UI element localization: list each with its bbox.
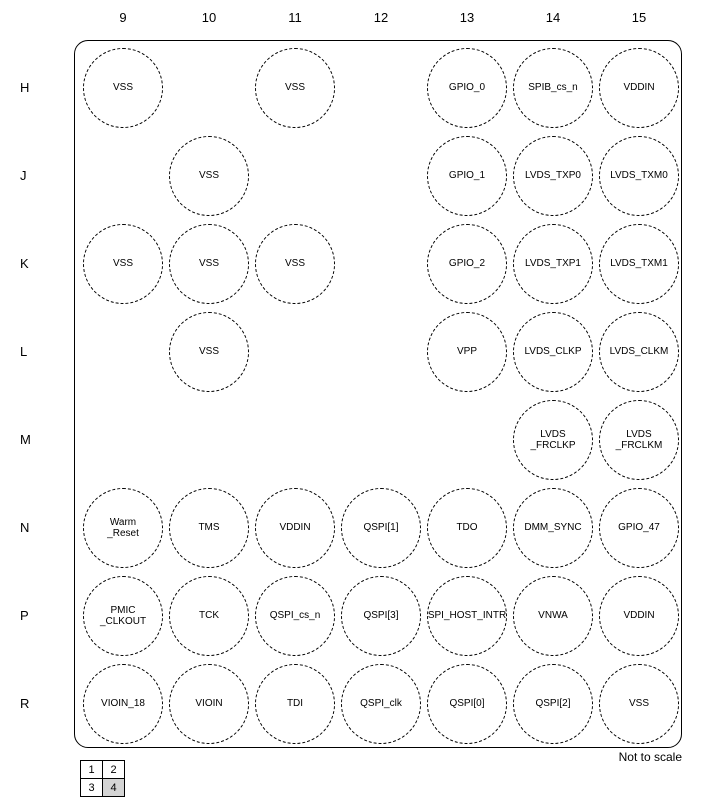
row-header: K (20, 220, 56, 308)
row-header: N (20, 484, 56, 572)
column-header: 12 (338, 0, 424, 36)
pin-H13: GPIO_0 (427, 48, 507, 128)
column-header: 10 (166, 0, 252, 36)
pin-J15: LVDS_TXM0 (599, 136, 679, 216)
pin-R10: VIOIN (169, 664, 249, 744)
pin-H14: SPIB_cs_n (513, 48, 593, 128)
pin-P15: VDDIN (599, 576, 679, 656)
pin-K13: GPIO_2 (427, 224, 507, 304)
pin-R11: TDI (255, 664, 335, 744)
pin-N14: DMM_SYNC (513, 488, 593, 568)
pin-J10: VSS (169, 136, 249, 216)
column-header: 13 (424, 0, 510, 36)
pin-P13: SPI_HOST_INTR (427, 576, 507, 656)
pin-H11: VSS (255, 48, 335, 128)
pin-R14: QSPI[2] (513, 664, 593, 744)
pin-R9: VIOIN_18 (83, 664, 163, 744)
pin-L14: LVDS_CLKP (513, 312, 593, 392)
row-header: L (20, 308, 56, 396)
pin-N13: TDO (427, 488, 507, 568)
pin-P10: TCK (169, 576, 249, 656)
pin-M15: LVDS_FRCLKM (599, 400, 679, 480)
row-header: H (20, 44, 56, 132)
row-header: M (20, 396, 56, 484)
pin-J13: GPIO_1 (427, 136, 507, 216)
pin-N10: TMS (169, 488, 249, 568)
pin-R15: VSS (599, 664, 679, 744)
quadrant-legend: 1234 (80, 760, 125, 797)
legend-cell: 3 (81, 779, 103, 797)
pin-P14: VNWA (513, 576, 593, 656)
pin-R13: QSPI[0] (427, 664, 507, 744)
pin-K10: VSS (169, 224, 249, 304)
pin-K15: LVDS_TXM1 (599, 224, 679, 304)
pin-H9: VSS (83, 48, 163, 128)
pin-K11: VSS (255, 224, 335, 304)
pin-M14: LVDS_FRCLKP (513, 400, 593, 480)
legend-cell: 4 (103, 779, 125, 797)
pin-K14: LVDS_TXP1 (513, 224, 593, 304)
column-header: 11 (252, 0, 338, 36)
row-header: R (20, 660, 56, 748)
pin-H15: VDDIN (599, 48, 679, 128)
row-header: P (20, 572, 56, 660)
pin-L15: LVDS_CLKM (599, 312, 679, 392)
pin-K9: VSS (83, 224, 163, 304)
legend-cell: 2 (103, 761, 125, 779)
pin-R12: QSPI_clk (341, 664, 421, 744)
pin-L10: VSS (169, 312, 249, 392)
pinout-diagram: 9101112131415HJKLMNPR VSSVSSGPIO_0SPIB_c… (0, 0, 701, 811)
pin-P11: QSPI_cs_n (255, 576, 335, 656)
scale-note: Not to scale (619, 750, 682, 764)
column-header: 14 (510, 0, 596, 36)
pin-J14: LVDS_TXP0 (513, 136, 593, 216)
row-header: J (20, 132, 56, 220)
legend-cell: 1 (81, 761, 103, 779)
pin-N11: VDDIN (255, 488, 335, 568)
pin-P9: PMIC_CLKOUT (83, 576, 163, 656)
pin-N9: Warm_Reset (83, 488, 163, 568)
pin-L13: VPP (427, 312, 507, 392)
pin-N15: GPIO_47 (599, 488, 679, 568)
pin-N12: QSPI[1] (341, 488, 421, 568)
column-header: 9 (80, 0, 166, 36)
column-header: 15 (596, 0, 682, 36)
pin-P12: QSPI[3] (341, 576, 421, 656)
